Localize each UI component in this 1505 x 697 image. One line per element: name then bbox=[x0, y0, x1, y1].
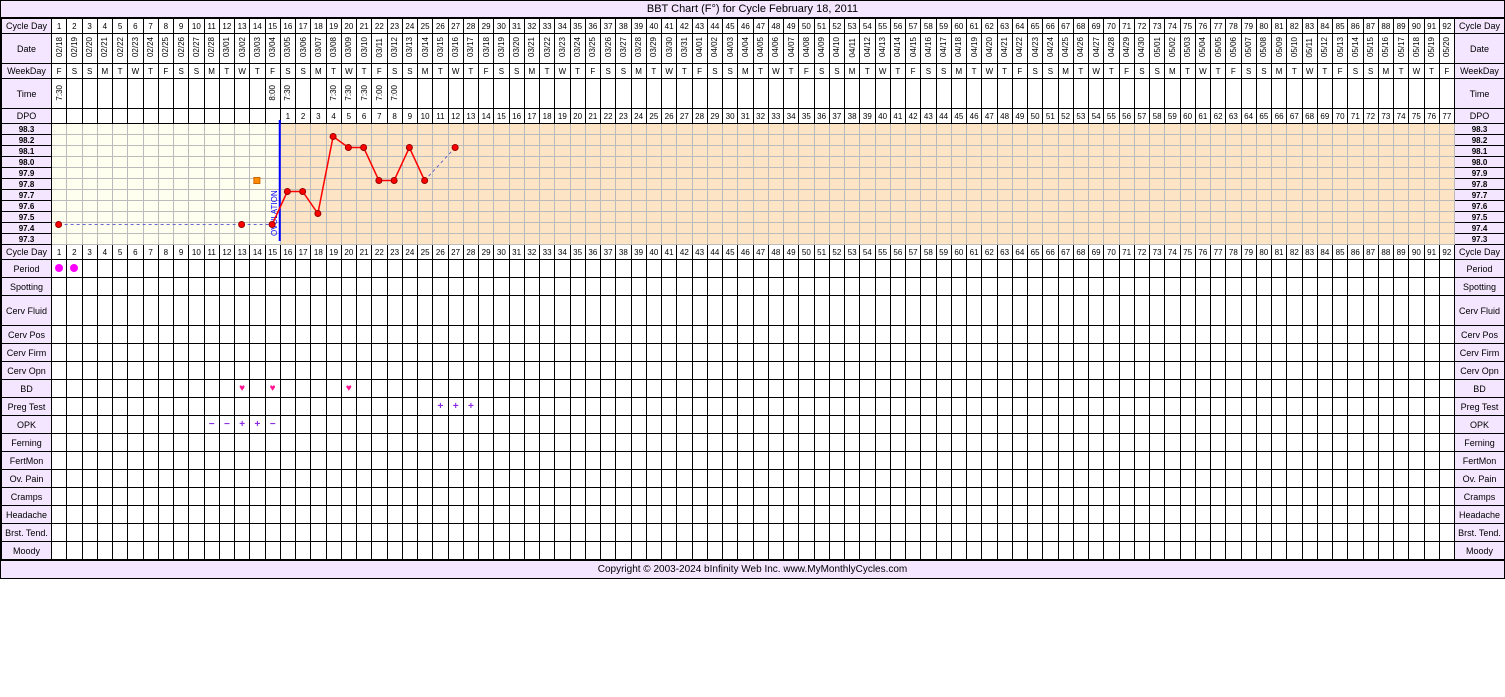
chart-title: BBT Chart (F°) for Cycle February 18, 20… bbox=[1, 1, 1504, 18]
chart-footer: Copyright © 2003-2024 bInfinity Web Inc.… bbox=[1, 560, 1504, 578]
main-table: Cycle Day1234567891011121314151617181920… bbox=[1, 18, 1505, 560]
bbt-chart-container: BBT Chart (F°) for Cycle February 18, 20… bbox=[0, 0, 1505, 579]
chart-grid: Cycle Day1234567891011121314151617181920… bbox=[1, 18, 1504, 560]
